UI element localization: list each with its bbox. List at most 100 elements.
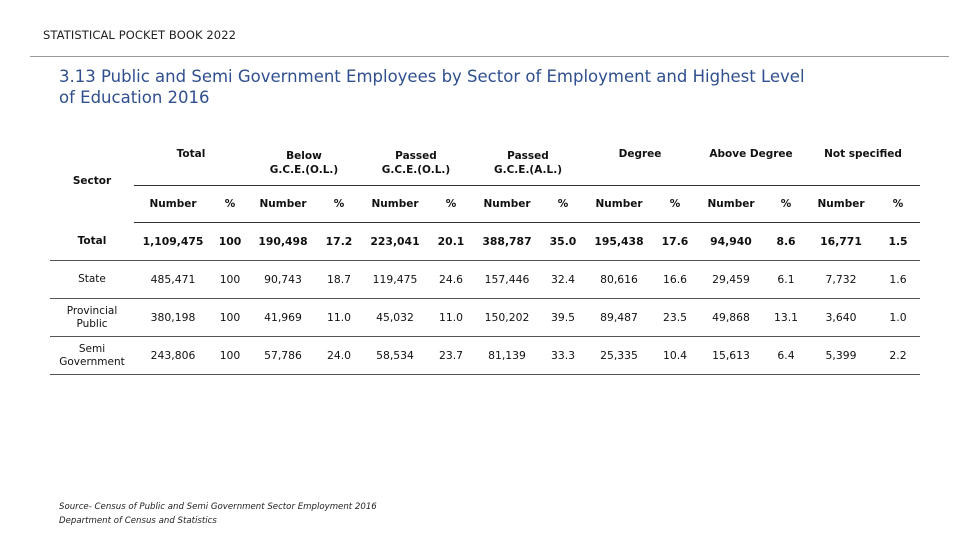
source-line-2: Department of Census and Statistics (59, 516, 217, 526)
number-cell: 49,868 (696, 298, 766, 337)
percent-cell: 6.4 (766, 336, 807, 375)
sector-label: Government (59, 355, 125, 368)
number-cell: 195,438 (584, 222, 654, 261)
group-label: Passed (507, 149, 549, 162)
number-cell: 80,616 (584, 260, 654, 299)
sector-cell: Semi Government (50, 336, 134, 375)
percent-cell: 100 (212, 260, 248, 299)
number-cell: 29,459 (696, 260, 766, 299)
number-cell: 89,487 (584, 298, 654, 337)
title-line-2: of Education 2016 (59, 88, 210, 107)
number-cell: 94,940 (696, 222, 766, 261)
subheader-number: Number (134, 185, 212, 223)
number-cell: 90,743 (248, 260, 318, 299)
source-note: Source- Census of Public and Semi Govern… (59, 500, 377, 528)
subheader-number: Number (696, 185, 766, 223)
table-row: Provincial Public 380,198 100 41,969 11.0 45,0… (50, 298, 921, 337)
percent-cell: 2.2 (876, 336, 921, 375)
percent-cell: 100 (212, 336, 248, 375)
number-cell: 15,613 (696, 336, 766, 375)
percent-cell: 24.6 (430, 260, 472, 299)
table-title: 3.13 Public and Semi Government Employee… (59, 66, 819, 108)
subheader-number: Number (806, 185, 877, 223)
percent-cell: 1.0 (876, 298, 921, 337)
group-label: Above Degree (709, 148, 793, 160)
percent-cell: 13.1 (766, 298, 807, 337)
percent-cell: 11.0 (318, 298, 360, 337)
group-header-above-degree: Above Degree (696, 140, 806, 186)
source-line-1: Source- Census of Public and Semi Govern… (59, 502, 377, 512)
employment-table: Sector Total Below G.C.E.(O.L.) Passed G… (50, 140, 921, 375)
number-cell: 190,498 (248, 222, 318, 261)
subheader-number: Number (584, 185, 654, 223)
percent-cell: 35.0 (542, 222, 584, 261)
sector-cell: Total (50, 222, 134, 261)
subheader-percent: % (430, 185, 472, 223)
number-cell: 7,732 (806, 260, 877, 299)
table-row: State 485,471 100 90,743 18.7 119,475 24.6 157,… (50, 260, 921, 299)
percent-cell: 6.1 (766, 260, 807, 299)
group-header-passed-al: Passed G.C.E.(A.L.) (472, 140, 584, 186)
group-sublabel: G.C.E.(O.L.) (269, 163, 339, 176)
number-cell: 3,640 (806, 298, 877, 337)
percent-cell: 32.4 (542, 260, 584, 299)
group-header-below-ol: Below G.C.E.(O.L.) (248, 140, 360, 186)
percent-cell: 100 (212, 222, 248, 261)
number-cell: 41,969 (248, 298, 318, 337)
group-label: Passed (395, 149, 437, 162)
group-header-passed-ol: Passed G.C.E.(O.L.) (360, 140, 472, 186)
group-label: Below (286, 149, 322, 162)
page-header-text: STATISTICAL POCKET BOOK 2022 (43, 28, 237, 42)
percent-cell: 33.3 (542, 336, 584, 375)
percent-cell: 17.6 (654, 222, 696, 261)
percent-cell: 11.0 (430, 298, 472, 337)
subheader-percent: % (318, 185, 360, 223)
number-cell: 58,534 (360, 336, 430, 375)
percent-cell: 1.6 (876, 260, 921, 299)
group-label: Total (176, 148, 206, 160)
percent-cell: 39.5 (542, 298, 584, 337)
sector-cell: Provincial Public (50, 298, 134, 337)
header-divider (30, 56, 949, 57)
subheader-number: Number (248, 185, 318, 223)
group-label: Degree (618, 148, 662, 160)
percent-cell: 1.5 (876, 222, 921, 261)
percent-cell: 20.1 (430, 222, 472, 261)
subheader-percent: % (876, 185, 921, 223)
group-header-not-specified: Not specified (806, 140, 920, 186)
percent-cell: 10.4 (654, 336, 696, 375)
sector-label: Provincial (66, 304, 118, 317)
number-cell: 485,471 (134, 260, 212, 299)
subheader-percent: % (766, 185, 807, 223)
table-row: Total 1,109,475 100 190,498 17.2 223,041 20.1 3… (50, 222, 921, 261)
subheader-number: Number (472, 185, 542, 223)
percent-cell: 23.7 (430, 336, 472, 375)
group-header-degree: Degree (584, 140, 696, 186)
number-cell: 57,786 (248, 336, 318, 375)
subheader-number: Number (360, 185, 430, 223)
sector-column-header: Sector (72, 175, 112, 188)
number-cell: 81,139 (472, 336, 542, 375)
subheader-percent: % (212, 185, 248, 223)
subheader-percent: % (654, 185, 696, 223)
percent-cell: 23.5 (654, 298, 696, 337)
number-cell: 119,475 (360, 260, 430, 299)
percent-cell: 100 (212, 298, 248, 337)
sector-cell: State (50, 260, 134, 299)
title-line-1: 3.13 Public and Semi Government Employee… (59, 67, 805, 86)
percent-cell: 17.2 (318, 222, 360, 261)
number-cell: 380,198 (134, 298, 212, 337)
number-cell: 157,446 (472, 260, 542, 299)
number-cell: 25,335 (584, 336, 654, 375)
group-header-total: Total (134, 140, 248, 186)
group-sublabel: G.C.E.(A.L.) (493, 163, 563, 176)
percent-cell: 24.0 (318, 336, 360, 375)
number-cell: 243,806 (134, 336, 212, 375)
percent-cell: 8.6 (766, 222, 807, 261)
number-cell: 16,771 (806, 222, 877, 261)
number-cell: 45,032 (360, 298, 430, 337)
number-cell: 223,041 (360, 222, 430, 261)
sector-label: Public (76, 317, 108, 330)
group-sublabel: G.C.E.(O.L.) (381, 163, 451, 176)
percent-cell: 18.7 (318, 260, 360, 299)
